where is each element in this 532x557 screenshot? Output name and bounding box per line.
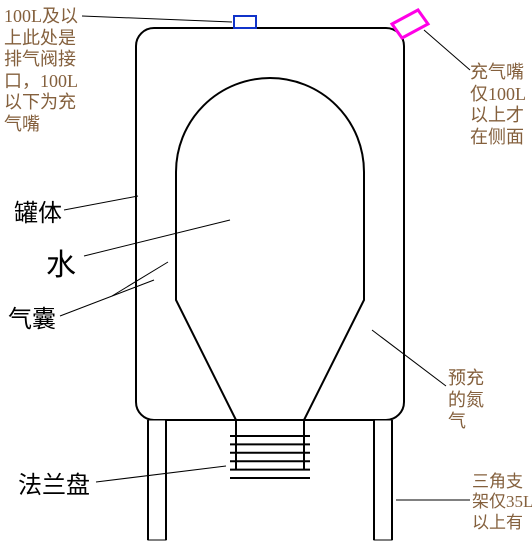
bladder-label: 气囊 xyxy=(8,306,56,335)
tank-body-label: 罐体 xyxy=(14,200,62,229)
flange-label: 法兰盘 xyxy=(18,472,90,501)
leader-prefill xyxy=(372,330,446,386)
leader-bladder1 xyxy=(60,280,154,316)
top-valve-annotation: 100L及以 上此处是 排气阀接 口，100L 以下为充 气嘴 xyxy=(4,6,78,136)
prefill-annotation: 预充 的氮 气 xyxy=(448,368,484,433)
leader-water xyxy=(84,220,230,256)
side-nozzle-annotation: 充气嘴 仅100L 以上才 在侧面 xyxy=(470,62,526,148)
tripod-annotation: 三角支 架仅35L 以上有 xyxy=(472,472,532,533)
top-valve-icon xyxy=(234,16,256,28)
side-nozzle-icon xyxy=(392,10,428,38)
leader-side_nozzle xyxy=(424,30,470,70)
water-label: 水 xyxy=(46,248,76,284)
leader-tank_body xyxy=(64,196,138,210)
tripod-legs xyxy=(148,420,392,540)
leader-bladder2 xyxy=(112,262,168,296)
leader-lines xyxy=(60,16,470,500)
bladder-outline xyxy=(176,78,364,470)
leader-top_valve xyxy=(82,16,232,22)
flange-icon xyxy=(230,436,310,478)
